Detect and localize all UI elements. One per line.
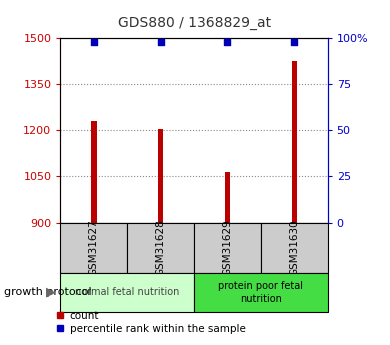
Bar <box>158 129 163 223</box>
Bar <box>225 172 230 223</box>
Text: GSM31627: GSM31627 <box>89 219 99 276</box>
Text: growth protocol: growth protocol <box>4 287 92 297</box>
Bar <box>292 61 297 223</box>
Text: ▶: ▶ <box>46 286 55 299</box>
Bar <box>194 273 328 312</box>
Bar <box>60 223 127 273</box>
Text: normal fetal nutrition: normal fetal nutrition <box>75 287 179 297</box>
Bar <box>60 273 194 312</box>
Text: GSM31630: GSM31630 <box>289 219 299 276</box>
Bar <box>91 121 96 223</box>
Point <box>158 39 164 45</box>
Point <box>291 39 297 45</box>
Text: GSM31629: GSM31629 <box>222 219 232 276</box>
Point <box>224 39 230 45</box>
Text: GSM31628: GSM31628 <box>156 219 166 276</box>
Legend: count, percentile rank within the sample: count, percentile rank within the sample <box>52 307 250 338</box>
Bar <box>127 223 194 273</box>
Text: protein poor fetal
nutrition: protein poor fetal nutrition <box>218 281 303 304</box>
Bar <box>261 223 328 273</box>
Bar <box>194 223 261 273</box>
Text: GDS880 / 1368829_at: GDS880 / 1368829_at <box>119 16 271 30</box>
Point <box>91 39 97 45</box>
